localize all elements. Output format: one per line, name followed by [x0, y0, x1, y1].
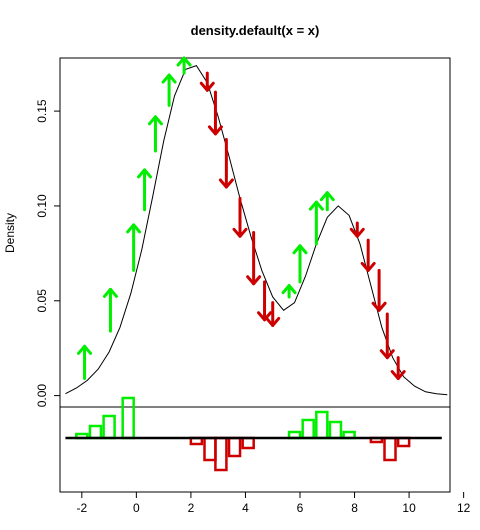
down-arrow-11 [390, 356, 406, 381]
down-arrow-0-head [199, 81, 215, 92]
up-arrow-1-head [102, 287, 118, 298]
up-arrow-2-head [126, 223, 142, 234]
down-arrow-9-head [371, 301, 387, 312]
up-arrow-3-head [137, 168, 153, 179]
up-arrow-0 [77, 344, 93, 381]
positive-bar-3 [121, 396, 135, 440]
x-tick-label-4: 6 [297, 501, 304, 515]
up-arrow-9-head [308, 200, 324, 211]
up-arrow-6-head [176, 56, 192, 67]
up-arrow-9 [308, 200, 324, 246]
x-tick-label-5: 8 [351, 501, 358, 515]
up-arrow-10 [319, 191, 335, 212]
up-arrow-5-head [161, 73, 177, 84]
y-tick-label-1: 0.05 [35, 289, 49, 313]
up-arrow-5 [161, 73, 177, 107]
down-arrow-1 [207, 90, 223, 136]
up-arrow-4-head [147, 115, 163, 126]
positive-bar-2 [102, 414, 116, 440]
down-arrow-3-head [232, 227, 248, 238]
positive-bar-6 [315, 410, 329, 440]
up-arrow-10-head [319, 191, 335, 202]
y-tick-label-2: 0.10 [35, 194, 49, 218]
down-arrow-1-head [207, 125, 223, 136]
down-arrow-10-head [379, 349, 395, 360]
down-arrow-10 [379, 312, 395, 360]
up-arrow-7 [281, 284, 297, 299]
down-arrow-8-head [360, 261, 376, 272]
down-arrow-4 [246, 231, 262, 286]
negative-bar-4 [241, 436, 255, 450]
down-arrow-2 [218, 138, 234, 189]
y-tick-label-3: 0.15 [35, 99, 49, 123]
down-arrow-0 [199, 71, 215, 92]
down-arrow-11-head [390, 370, 406, 381]
up-arrow-2 [126, 223, 142, 272]
negative-bar-1 [203, 436, 217, 462]
positive-bar-1 [88, 424, 103, 440]
y-tick-label-0: 0.00 [35, 384, 49, 408]
x-tick-label-1: 0 [133, 501, 140, 515]
down-arrow-6-head [265, 316, 281, 327]
up-arrow-0-head [77, 344, 93, 355]
positive-bar-5 [301, 418, 315, 440]
x-tick-label-3: 4 [242, 501, 249, 515]
density-curve [65, 64, 448, 396]
up-arrow-6 [176, 56, 192, 75]
negative-bar-3 [227, 436, 242, 458]
down-arrow-9 [371, 268, 387, 312]
x-tick-label-0: -2 [76, 501, 87, 515]
down-arrow-7 [349, 221, 365, 238]
negative-bar-6 [383, 436, 397, 462]
up-arrow-7-head [281, 284, 297, 295]
down-arrow-2-head [218, 178, 234, 189]
up-arrow-8 [292, 244, 308, 284]
up-arrow-3 [137, 168, 153, 212]
down-arrow-5 [257, 280, 273, 322]
up-arrow-1 [102, 287, 118, 333]
y-axis-label: Density [3, 213, 17, 253]
x-tick-label-6: 10 [402, 501, 416, 515]
down-arrow-6 [265, 301, 281, 327]
down-arrow-4-head [246, 275, 262, 286]
negative-bar-2 [214, 436, 228, 472]
positive-bar-7 [328, 420, 343, 440]
up-arrow-8-head [292, 244, 308, 255]
x-tick-label-7: 12 [457, 501, 471, 515]
down-arrow-8 [360, 238, 376, 272]
down-arrow-3 [232, 196, 248, 238]
down-arrow-5-head [257, 311, 273, 322]
x-tick-label-2: 2 [188, 501, 195, 515]
up-arrow-4 [147, 115, 163, 153]
chart-title: density.default(x = x) [191, 23, 320, 38]
down-arrow-7-head [349, 227, 365, 238]
lower-panel-frame [59, 406, 451, 493]
